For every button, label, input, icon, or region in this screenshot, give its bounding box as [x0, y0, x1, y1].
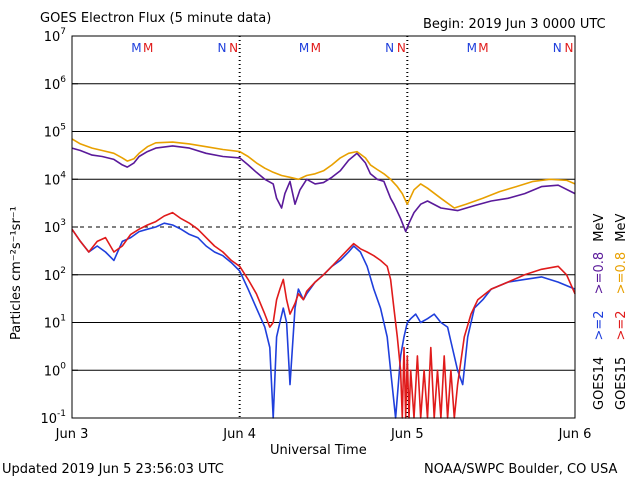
legend-goes15-unit: MeV: [614, 214, 629, 242]
x-tick-label: Jun 5: [390, 427, 424, 442]
event-marker: M: [478, 41, 488, 55]
updated-timestamp: Updated 2019 Jun 5 23:56:03 UTC: [2, 462, 224, 477]
chart-title: GOES Electron Flux (5 minute data): [40, 11, 271, 26]
event-marker: M: [467, 41, 477, 55]
legend-goes14-sat: GOES14: [592, 357, 607, 410]
event-marker: M: [311, 41, 321, 55]
legend-goes14-high: >=0.8: [592, 252, 607, 294]
event-marker: N: [565, 41, 574, 55]
event-marker: M: [131, 41, 141, 55]
x-axis-label: Universal Time: [270, 443, 367, 458]
electron-flux-chart: GOES Electron Flux (5 minute data) Begin…: [0, 0, 640, 480]
event-marker: N: [229, 41, 238, 55]
y-axis-label: Particles cm⁻²s⁻¹sr⁻¹: [9, 206, 24, 340]
x-tick-label: Jun 6: [558, 427, 592, 442]
event-marker: M: [299, 41, 309, 55]
event-marker: N: [217, 41, 226, 55]
event-marker: N: [553, 41, 562, 55]
legend-goes15-sat: GOES15: [614, 357, 629, 410]
source-credit: NOAA/SWPC Boulder, CO USA: [424, 462, 617, 477]
x-tick-label: Jun 3: [55, 427, 89, 442]
legend-goes15-high: >=0.8: [614, 252, 629, 294]
event-marker: N: [397, 41, 406, 55]
event-marker: M: [143, 41, 153, 55]
event-marker: N: [385, 41, 394, 55]
legend-goes14-low: >=2: [592, 310, 607, 340]
x-tick-label: Jun 4: [222, 427, 256, 442]
legend-goes14-unit: MeV: [592, 214, 607, 242]
legend-goes15-low: >=2: [614, 310, 629, 340]
begin-label: Begin: 2019 Jun 3 0000 UTC: [423, 17, 606, 32]
